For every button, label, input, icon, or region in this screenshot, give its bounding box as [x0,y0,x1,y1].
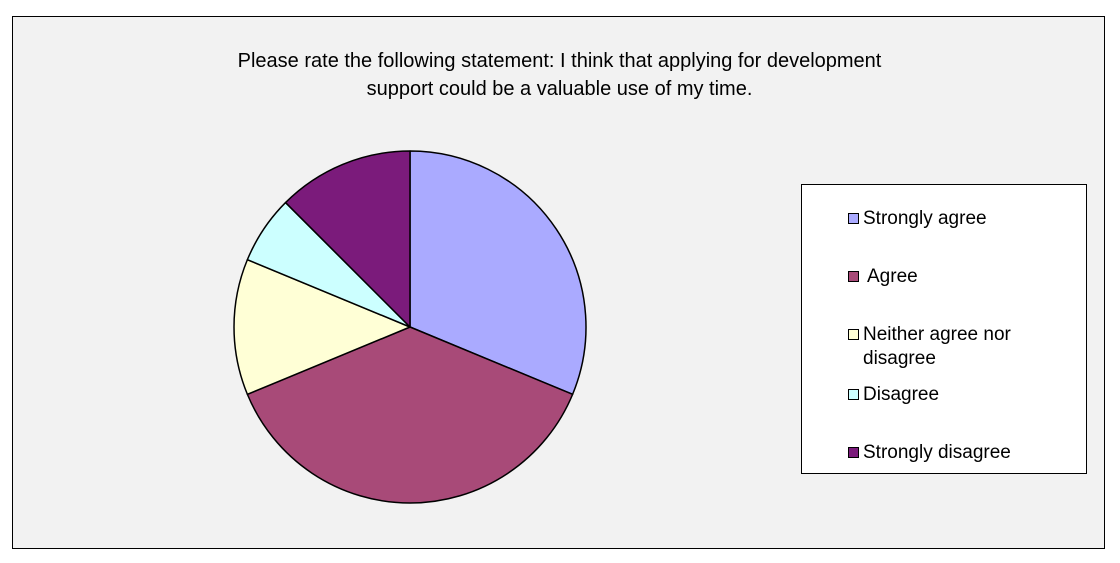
pie-slice-neither-agree-nor-disagree [233,258,411,396]
pie-chart [233,150,587,504]
legend-label-strongly-agree: Strongly agree [863,208,987,229]
legend-label-strongly-disagree: Strongly disagree [863,442,1011,463]
legend: Strongly agree Agree Neither agree nor d… [801,184,1087,474]
legend-item-strongly-agree: Strongly agree [848,207,987,231]
chart-title-line-2: support could be a valuable use of my ti… [366,78,753,100]
legend-swatch-neither [848,329,859,340]
chart-title: Please rate the following statement: I t… [13,47,1106,103]
chart-title-line-1: Please rate the following statement: I t… [237,50,882,72]
legend-item-neither: Neither agree nor disagree [848,323,1043,371]
pie-slice-strongly-disagree [284,150,411,328]
pie-slice-strongly-agree [409,150,587,396]
pie-slices [233,150,587,504]
legend-label-neither: Neither agree nor disagree [863,324,1011,369]
legend-item-disagree: Disagree [848,383,939,407]
legend-item-agree: Agree [848,265,918,289]
chart-area: Please rate the following statement: I t… [12,16,1105,549]
legend-swatch-agree [848,271,859,282]
legend-label-agree: Agree [867,266,918,287]
legend-swatch-strongly-disagree [848,447,859,458]
pie-slice-agree [246,326,574,504]
legend-swatch-strongly-agree [848,213,859,224]
legend-item-strongly-disagree: Strongly disagree [848,441,1011,465]
legend-label-disagree: Disagree [863,384,940,405]
legend-swatch-disagree [848,389,859,400]
